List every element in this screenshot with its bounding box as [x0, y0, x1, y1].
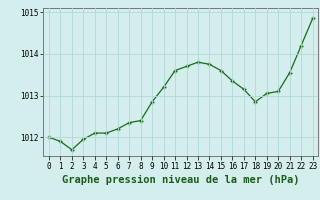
X-axis label: Graphe pression niveau de la mer (hPa): Graphe pression niveau de la mer (hPa) [62, 175, 300, 185]
